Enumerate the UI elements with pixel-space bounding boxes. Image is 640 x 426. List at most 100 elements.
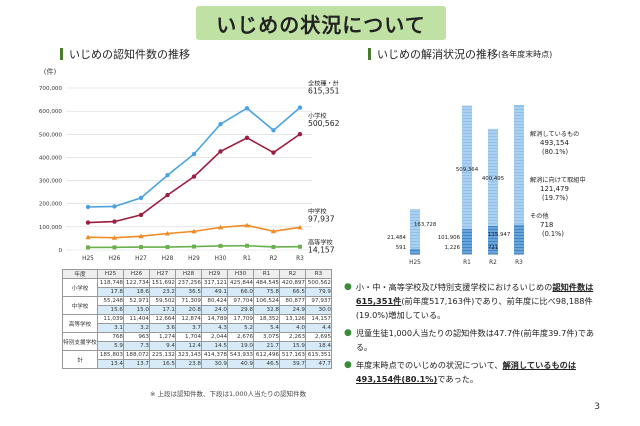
data-point [112,204,117,209]
data-point [244,222,250,228]
table-count-cell: 122,734 [123,278,150,288]
data-point [138,212,144,218]
table-count-cell: 323,143 [175,350,202,360]
table-rate-cell: 13.4 [97,359,124,369]
bar-segment [410,209,420,249]
table-rate-cell: 24.0 [201,305,228,315]
bullet-dot-icon: ● [344,282,352,292]
series-end-value: 14,157 [308,246,335,255]
data-point [139,245,143,250]
table-rate-cell: 30.0 [305,305,332,315]
table-count-cell: 425,844 [227,278,254,288]
table-count-cell: 18,352 [253,314,280,324]
series-end-value: 615,351 [308,87,340,96]
bar-segment [410,253,420,255]
x-tick-label: R2 [489,260,497,266]
table-rate-cell: 4.4 [305,323,332,333]
heading-accent-bar [60,48,63,60]
bullet-item: ● 年度末時点でのいじめの状況について、解消しているものは493,154件(80.… [344,358,594,386]
x-tick-label: H30 [215,256,227,262]
table-count-cell: 13,126 [279,314,306,324]
bar-data-label: 101,906 [438,235,461,241]
table-count-cell: 317,121 [201,278,228,288]
data-point [297,131,303,137]
series-name-label: 高等学校 [308,239,333,247]
table-rate-cell: 4.3 [201,323,228,333]
table-count-cell: 151,692 [149,278,176,288]
y-tick-label: 100,000 [39,225,63,231]
table-row: 中学校 55,248 52,971 59,502 71,309 80,424 97,704 1… [62,296,332,315]
bar-data-label: 115,947 [488,232,510,238]
data-table: 年度 H25 H26 H27 H28 H29 H30 R1 R2 R3 小学校 118,748 122,… [62,269,332,369]
table-count-cell: 71,309 [175,296,202,306]
x-tick-label: H27 [135,256,147,262]
table-rate-cell: 18.6 [123,287,150,297]
data-point [245,243,249,248]
data-point [297,224,303,230]
table-rate-cell: 66.0 [227,287,254,297]
data-point [85,234,91,240]
bar-data-label: 1,226 [445,245,461,251]
table-count-cell: 97,704 [227,296,254,306]
table-count-cell: 237,256 [175,278,202,288]
data-point [85,204,91,210]
table-rate-cell: 79.9 [305,287,332,297]
table-row-label: 特別支援学校 [62,332,98,351]
table-rate-cell: 7.3 [123,341,150,351]
table-rate-cell: 15.0 [123,305,150,315]
table-count-cell: 517,163 [279,350,306,360]
table-count-cell: 225,132 [149,350,176,360]
legend-name: 解消しているもの [530,130,579,138]
bullet-item: ● 児童生徒1,000人当たりの認知件数は47.7件(前年度39.7件)である。 [344,326,594,354]
data-point [191,174,197,179]
data-point [112,219,117,224]
data-point [191,228,197,234]
y-tick-label: 600,000 [39,109,63,115]
table-rate-cell: 3.2 [123,323,150,333]
table-count-cell: 106,524 [253,296,280,306]
bar-segment [462,229,472,254]
table-header-cell: H26 [123,269,150,279]
data-point [271,128,276,133]
data-point [165,245,170,250]
table-count-cell: 12,664 [149,314,176,324]
data-point [218,149,223,154]
right-section-heading: いじめの解消状況の推移 (各年度末時点) [368,46,552,62]
table-count-cell: 3,075 [253,332,280,342]
y-tick-label: 700,000 [39,86,63,92]
series-name-label: 全校種・計 [308,80,339,88]
table-rate-cell: 47.7 [305,359,332,369]
data-point [165,192,170,198]
y-tick-label: 200,000 [39,202,63,208]
table-count-cell: 420,897 [279,278,306,288]
legend-value: 121,479 [540,185,569,193]
table-count-cell: 500,562 [305,278,332,288]
x-tick-label: R3 [296,256,304,262]
data-point [218,121,223,127]
table-rate-cell: 19.0 [227,341,254,351]
data-point [138,233,144,239]
table-rate-cell: 46.5 [253,359,280,369]
table-count-cell: 59,502 [149,296,176,306]
table-rate-cell: 5.9 [97,341,124,351]
data-point [297,105,303,110]
table-header-cell: R3 [305,269,332,279]
y-tick-label: 400,000 [39,155,63,161]
table-count-cell: 14,789 [201,314,228,324]
table-rate-cell: 30.9 [201,359,228,369]
table-count-cell: 2,044 [201,332,228,342]
table-count-cell: 1,274 [149,332,176,342]
table-rate-cell: 17.8 [97,287,124,297]
page-number: 3 [594,402,600,412]
table-count-cell: 97,937 [305,296,332,306]
table-header-row: 年度 H25 H26 H27 H28 H29 H30 R1 R2 R3 [62,269,332,279]
table-rate-cell: 3.6 [149,323,176,333]
bar-segment [514,105,524,225]
table-rate-cell: 16.5 [149,359,176,369]
x-tick-label: H29 [188,256,200,262]
y-tick-label: 300,000 [39,179,63,185]
series-name-label: 中学校 [308,207,327,215]
table-note: ※ 上段は認知件数、下段は1,000人当たりの認知件数 [150,390,307,398]
table-rate-cell: 21.7 [253,341,280,351]
table-header-cell: H27 [149,269,176,279]
